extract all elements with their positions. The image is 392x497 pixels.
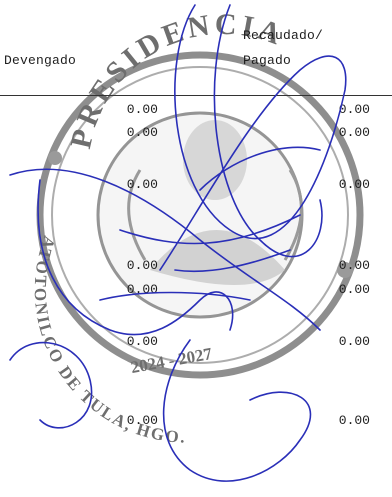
recaudado-value: 0.00 — [338, 125, 370, 140]
recaudado-value: 0.00 — [338, 102, 370, 117]
recaudado-value: 0.00 — [338, 334, 370, 349]
devengado-value: 0.00 — [126, 177, 158, 192]
header-divider — [0, 95, 392, 96]
devengado-value: 0.00 — [126, 282, 158, 297]
col-header-recaudado: Recaudado/ — [243, 28, 324, 43]
recaudado-value: 0.00 — [338, 282, 370, 297]
devengado-value: 0.00 — [126, 334, 158, 349]
recaudado-value: 0.00 — [338, 413, 370, 428]
devengado-value: 0.00 — [126, 102, 158, 117]
recaudado-value: 0.00 — [338, 177, 370, 192]
devengado-value: 0.00 — [126, 413, 158, 428]
col-header-pagado: Pagado — [243, 53, 292, 68]
col-header-devengado: Devengado — [4, 53, 77, 68]
devengado-value: 0.00 — [126, 125, 158, 140]
devengado-value: 0.00 — [126, 258, 158, 273]
recaudado-value: 0.00 — [338, 258, 370, 273]
